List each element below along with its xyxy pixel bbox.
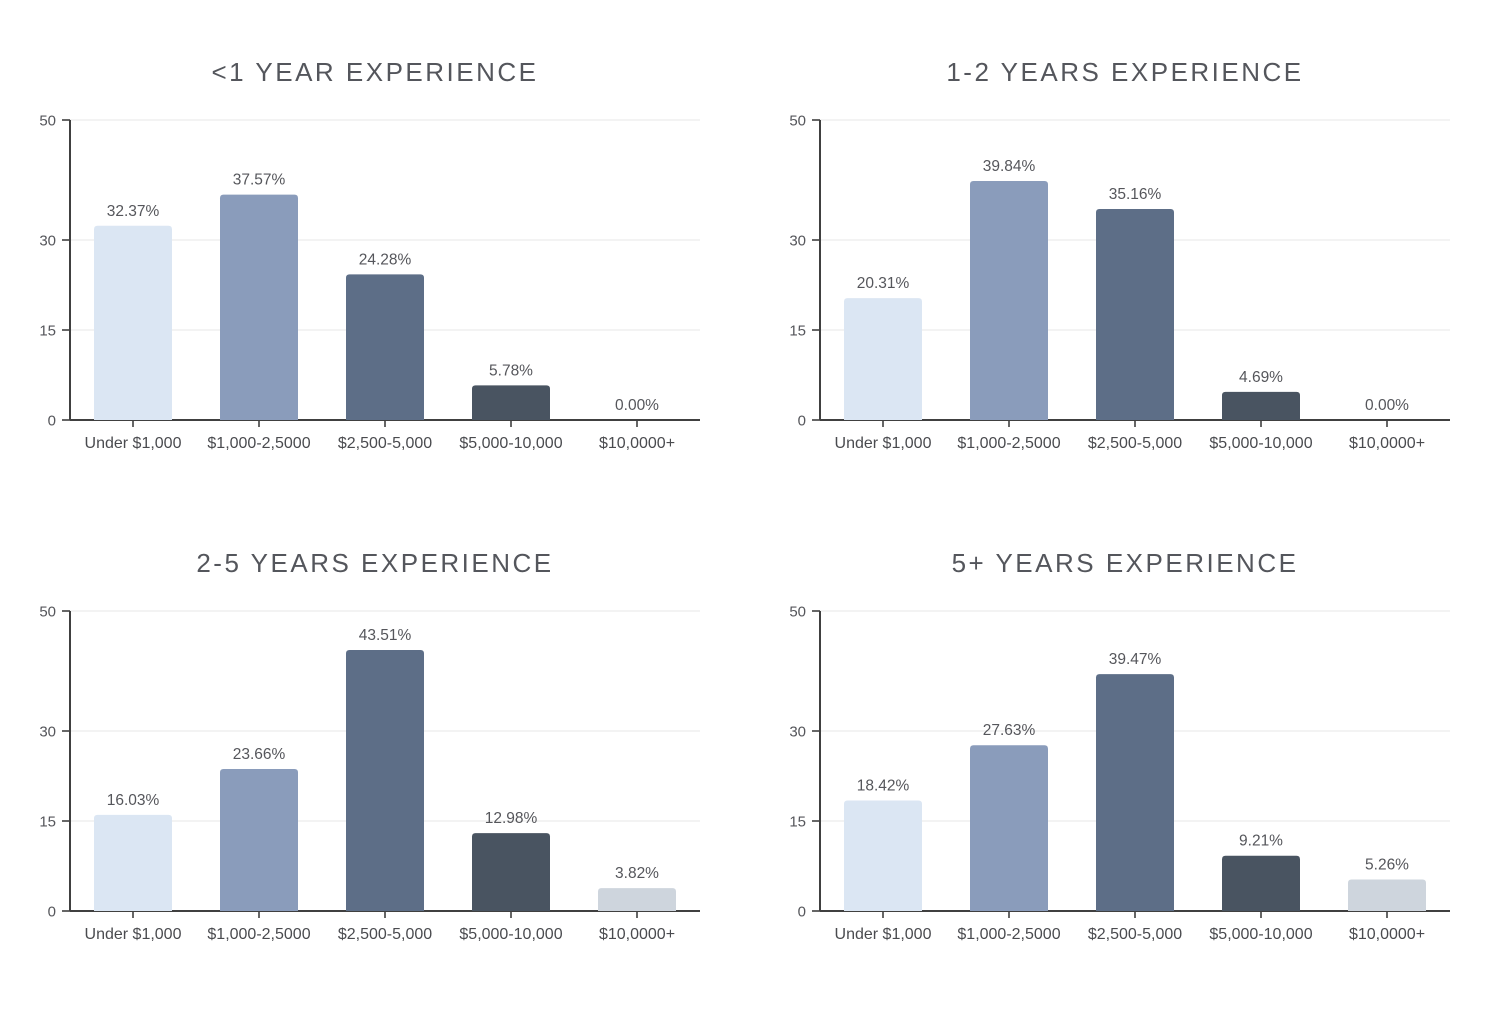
x-category-label: Under $1,000 <box>835 435 932 452</box>
x-category-label: $2,500-5,000 <box>1088 435 1182 452</box>
bar <box>472 385 550 420</box>
bar <box>94 225 172 420</box>
bar-value-label: 5.78% <box>489 362 533 379</box>
x-category-label: $5,000-10,000 <box>459 435 562 452</box>
x-category-label: $10,0000+ <box>599 435 675 452</box>
bar-value-label: 39.84% <box>983 158 1036 175</box>
x-category-label: Under $1,000 <box>835 926 932 943</box>
y-tick-label: 15 <box>789 814 806 831</box>
y-tick-label: 30 <box>39 233 56 250</box>
bar <box>1096 209 1174 420</box>
bar-value-label: 39.47% <box>1109 651 1162 668</box>
y-tick-label: 15 <box>789 323 806 340</box>
y-tick-label: 15 <box>39 814 56 831</box>
bar-chart-1-2-years: 0 15 30 50 20.31% Under $1,000 39.84% $1,000-2,… <box>789 113 1450 452</box>
y-tick-label: 50 <box>39 113 56 130</box>
chart-cell-1-2-years: 1-2 YEARS EXPERIENCE 0 15 30 50 20.31% Under … <box>750 0 1500 491</box>
bar <box>970 745 1048 911</box>
x-category-label: $10,0000+ <box>1349 926 1425 943</box>
y-tick-label: 15 <box>39 323 56 340</box>
bar <box>844 800 922 911</box>
x-category-label: $5,000-10,000 <box>1209 926 1312 943</box>
bar-value-label: 32.37% <box>107 203 160 220</box>
chart-title: 2-5 YEARS EXPERIENCE <box>196 548 554 578</box>
bar <box>1222 855 1300 911</box>
chart-cell-5-plus-years: 5+ YEARS EXPERIENCE 0 15 30 50 18.42% Under $… <box>750 491 1500 1027</box>
x-category-label: $1,000-2,5000 <box>207 435 310 452</box>
chart-cell-under-1-year: <1 YEAR EXPERIENCE 0 15 30 50 32.37% Under $1… <box>0 0 750 491</box>
bar-value-label: 12.98% <box>485 810 538 827</box>
bar-value-label: 20.31% <box>857 275 910 292</box>
bar-value-label: 27.63% <box>983 722 1036 739</box>
chart-title: 5+ YEARS EXPERIENCE <box>951 548 1299 578</box>
chart-cell-2-5-years: 2-5 YEARS EXPERIENCE 0 15 30 50 16.03% Under … <box>0 491 750 1027</box>
chart-title: <1 YEAR EXPERIENCE <box>211 57 539 87</box>
x-category-label: $1,000-2,5000 <box>207 926 310 943</box>
bar <box>1096 674 1174 911</box>
bar-chart-2-5-years: 0 15 30 50 16.03% Under $1,000 23.66% $1,000-2,… <box>39 604 700 943</box>
bar <box>598 888 676 911</box>
y-tick-label: 0 <box>798 413 806 430</box>
y-tick-label: 0 <box>48 904 56 921</box>
bar-chart-under-1-year: 0 15 30 50 32.37% Under $1,000 37.57% $1,000-2,… <box>39 113 700 452</box>
x-category-label: $5,000-10,000 <box>459 926 562 943</box>
bar <box>220 194 298 420</box>
bar-value-label: 37.57% <box>233 172 286 189</box>
y-tick-label: 30 <box>789 233 806 250</box>
y-tick-label: 50 <box>789 604 806 621</box>
bar-value-label: 0.00% <box>615 397 659 414</box>
bar-value-label: 35.16% <box>1109 186 1162 203</box>
y-tick-label: 0 <box>798 904 806 921</box>
bar <box>472 833 550 911</box>
y-tick-label: 50 <box>789 113 806 130</box>
bar <box>1222 391 1300 420</box>
bar-chart-5-plus-years: 0 15 30 50 18.42% Under $1,000 27.63% $1,000-2,… <box>789 604 1450 943</box>
bar-value-label: 24.28% <box>359 251 412 268</box>
bar <box>346 274 424 420</box>
bar-value-label: 5.26% <box>1365 856 1409 873</box>
bar <box>94 814 172 911</box>
bar-value-label: 16.03% <box>107 792 160 809</box>
bar-value-label: 4.69% <box>1239 369 1283 386</box>
bar <box>844 298 922 420</box>
x-category-label: $2,500-5,000 <box>338 435 432 452</box>
bar <box>346 649 424 911</box>
bar <box>220 769 298 911</box>
bar-value-label: 3.82% <box>615 865 659 882</box>
x-category-label: $10,0000+ <box>1349 435 1425 452</box>
bar-value-label: 23.66% <box>233 746 286 763</box>
x-category-label: $2,500-5,000 <box>1088 926 1182 943</box>
x-category-label: Under $1,000 <box>85 435 182 452</box>
x-category-label: $10,0000+ <box>599 926 675 943</box>
bar-value-label: 18.42% <box>857 777 910 794</box>
bar-value-label: 9.21% <box>1239 833 1283 850</box>
x-category-label: Under $1,000 <box>85 926 182 943</box>
x-category-label: $2,500-5,000 <box>338 926 432 943</box>
x-category-label: $5,000-10,000 <box>1209 435 1312 452</box>
chart-title: 1-2 YEARS EXPERIENCE <box>946 57 1304 87</box>
y-tick-label: 50 <box>39 604 56 621</box>
x-category-label: $1,000-2,5000 <box>957 926 1060 943</box>
y-tick-label: 0 <box>48 413 56 430</box>
bar <box>970 180 1048 420</box>
x-category-label: $1,000-2,5000 <box>957 435 1060 452</box>
bar-value-label: 43.51% <box>359 627 412 644</box>
bar-value-label: 0.00% <box>1365 397 1409 414</box>
y-tick-label: 30 <box>39 724 56 741</box>
y-tick-label: 30 <box>789 724 806 741</box>
bar <box>1348 879 1426 911</box>
